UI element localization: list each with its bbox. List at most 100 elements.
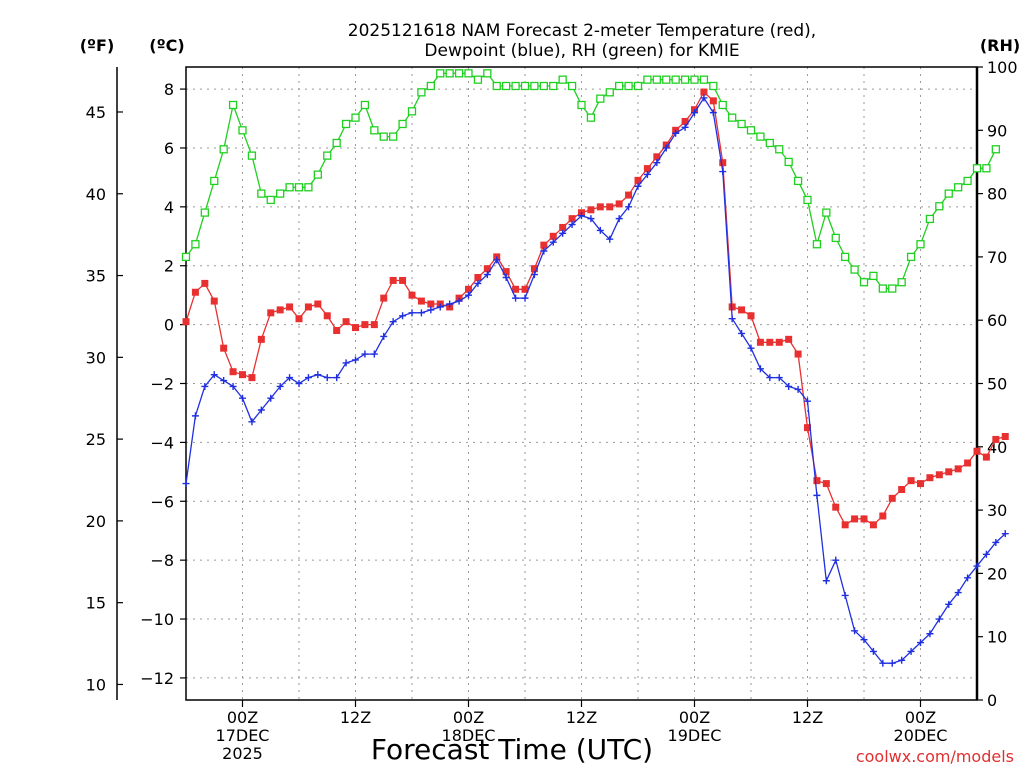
rh-point [888, 284, 897, 293]
dewpoint-point [964, 574, 972, 582]
dewpoint-point [559, 229, 567, 237]
temperature-point [898, 485, 906, 493]
temperature-point [954, 465, 962, 473]
dewpoint-point [512, 294, 520, 302]
temperature-point [352, 324, 359, 332]
dewpoint-point [201, 382, 209, 390]
rh-tick-label: 90 [987, 121, 1007, 140]
rh-point [341, 119, 351, 129]
dewpoint-point [333, 374, 341, 382]
rh-point [464, 69, 473, 78]
rh-point [379, 132, 388, 141]
temperature-point [926, 474, 934, 482]
temperature-point [615, 200, 623, 208]
dewpoint-point [879, 659, 887, 667]
dewpoint-point [794, 385, 802, 393]
temperature-point [851, 515, 859, 523]
rh-point [266, 195, 275, 205]
rh-point [210, 176, 219, 186]
temperature-point [399, 276, 407, 284]
rh-point [803, 195, 812, 205]
rh-point [765, 138, 774, 148]
rh-point [502, 81, 511, 91]
rh-point [417, 88, 426, 97]
unit-label-rh: (RH) [980, 36, 1020, 55]
temperature-point [643, 165, 651, 173]
temperature-point [964, 459, 972, 467]
rh-point [219, 145, 228, 154]
x-tick-label: 17DEC [216, 726, 270, 745]
temperature-point [502, 268, 510, 276]
dewpoint-point [239, 394, 246, 402]
rh-point [963, 176, 972, 186]
dewpoint-point [465, 291, 472, 299]
rh-point [728, 113, 737, 122]
rh-point [191, 240, 200, 249]
x-tick-label: 00Z [905, 708, 936, 727]
rh-point [775, 145, 784, 154]
dewpoint-point [813, 491, 821, 499]
temperature-point [775, 338, 783, 346]
dewpoint-point [653, 159, 661, 167]
dewpoint-point [578, 212, 585, 220]
fahrenheit-tick-label: 20 [86, 512, 106, 531]
temperature-point [841, 521, 849, 529]
rh-point [718, 100, 727, 110]
dewpoint-point [662, 144, 670, 152]
rh-point [991, 145, 1000, 154]
dewpoint-point [615, 215, 623, 223]
temperature-point [540, 241, 548, 249]
rh-point [812, 240, 822, 249]
dewpoint-point [869, 647, 877, 655]
dewpoint-point [888, 659, 896, 667]
temperature-point [295, 315, 303, 323]
rh-point [313, 170, 322, 179]
dewpoint-point [634, 182, 642, 190]
dewpoint-point [182, 480, 190, 488]
rh-point [746, 126, 756, 135]
temperature-point [417, 297, 425, 305]
rh-tick-label: 100 [987, 58, 1018, 77]
rh-point [793, 176, 803, 186]
temperature-point [229, 368, 237, 376]
rh-tick-label: 10 [987, 628, 1007, 647]
chart-title-line2: Dewpoint (blue), RH (green) for KMIE [424, 41, 739, 61]
dewpoint-point [982, 550, 990, 558]
dewpoint-point [945, 600, 953, 608]
rh-tick-label: 60 [987, 311, 1007, 330]
dewpoint-point [832, 556, 840, 564]
dewpoint-point [210, 371, 218, 379]
rh-point [586, 113, 596, 122]
rh-point [323, 151, 332, 160]
rh-point [567, 81, 577, 91]
temperature-point [982, 453, 990, 461]
rh-point [332, 138, 341, 148]
celsius-tick-label: −6 [150, 492, 174, 511]
temperature-point [945, 468, 953, 476]
x-tick-label: 20DEC [894, 726, 948, 745]
rh-tick-label: 70 [987, 248, 1007, 267]
rh-point [737, 119, 746, 129]
rh-point [436, 69, 445, 78]
temperature-point [681, 117, 689, 125]
rh-point [906, 252, 916, 262]
temperature-point [804, 424, 811, 432]
x-tick-label: 00Z [227, 708, 258, 727]
x-tick-label: 12Z [792, 708, 823, 727]
x-tick-label: 12Z [566, 708, 597, 727]
rh-tick-label: 40 [987, 438, 1007, 457]
dewpoint-point [785, 382, 793, 390]
celsius-tick-label: 4 [164, 198, 174, 217]
rh-tick-label: 80 [987, 185, 1007, 204]
fahrenheit-tick-label: 35 [86, 267, 106, 286]
dewpoint-series-line [185, 96, 1006, 664]
dewpoint-point [851, 627, 859, 635]
temperature-point [521, 285, 529, 293]
temperature-point [973, 447, 981, 455]
dewpoint-point [314, 371, 322, 379]
rh-point [473, 75, 483, 84]
dewpoint-point [822, 577, 830, 585]
temperature-point [370, 321, 378, 329]
rh-point [699, 75, 709, 84]
